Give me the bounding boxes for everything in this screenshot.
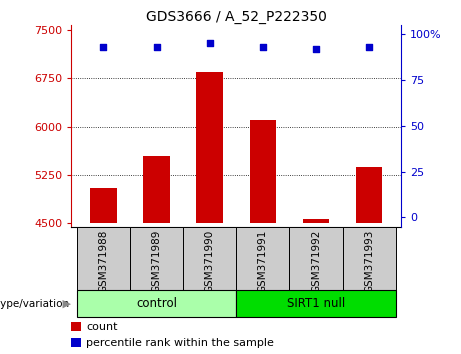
Bar — [143, 156, 170, 223]
Text: ▶: ▶ — [59, 298, 71, 309]
Bar — [196, 72, 223, 223]
Bar — [77, 290, 236, 317]
Point — [259, 44, 266, 50]
Text: control: control — [136, 297, 177, 310]
Bar — [343, 227, 396, 290]
Bar — [249, 120, 276, 223]
Bar — [90, 188, 117, 223]
Bar — [290, 227, 343, 290]
Bar — [183, 227, 236, 290]
Text: GSM371990: GSM371990 — [205, 230, 215, 293]
Bar — [303, 219, 329, 223]
Bar — [77, 227, 130, 290]
Point — [153, 44, 160, 50]
Bar — [236, 290, 396, 317]
Bar — [71, 322, 81, 331]
Text: percentile rank within the sample: percentile rank within the sample — [86, 338, 274, 348]
Point — [312, 46, 319, 51]
Text: count: count — [86, 322, 118, 332]
Bar — [130, 227, 183, 290]
Text: genotype/variation: genotype/variation — [0, 298, 69, 309]
Point — [100, 44, 107, 50]
Text: GSM371988: GSM371988 — [98, 230, 108, 293]
Bar — [71, 338, 81, 347]
Text: GSM371992: GSM371992 — [311, 230, 321, 293]
Bar — [356, 167, 383, 223]
Text: GSM371993: GSM371993 — [364, 230, 374, 293]
Text: SIRT1 null: SIRT1 null — [287, 297, 345, 310]
Bar — [236, 227, 290, 290]
Text: GSM371991: GSM371991 — [258, 230, 268, 293]
Title: GDS3666 / A_52_P222350: GDS3666 / A_52_P222350 — [146, 10, 327, 24]
Point — [366, 44, 373, 50]
Point — [206, 40, 213, 46]
Text: GSM371989: GSM371989 — [152, 230, 161, 293]
